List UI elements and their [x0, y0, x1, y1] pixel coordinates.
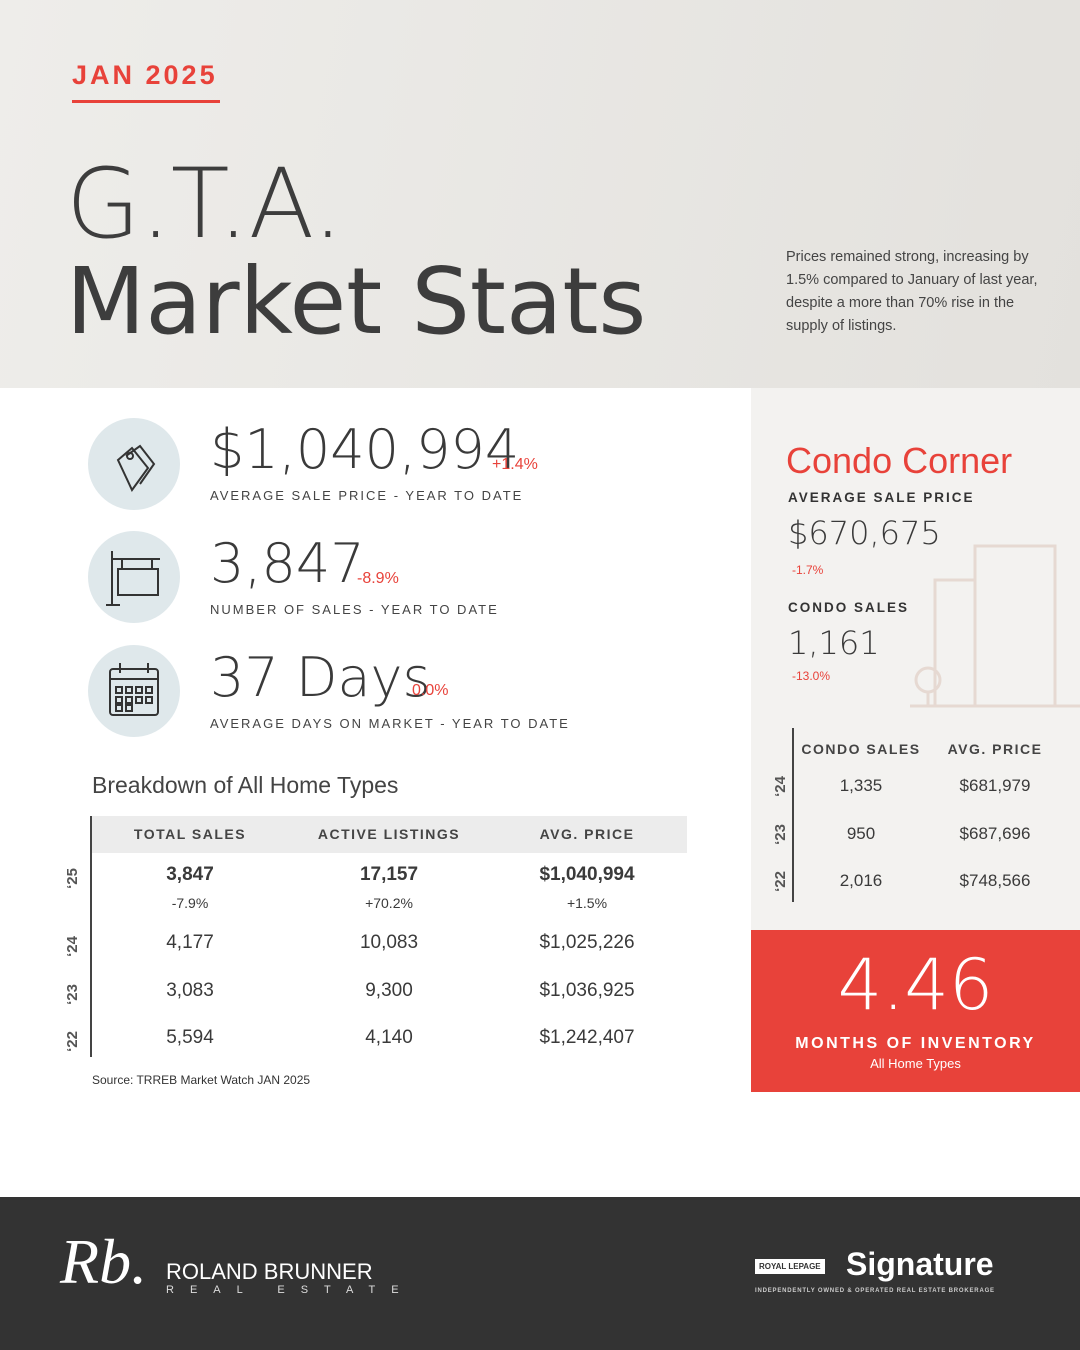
table-cell: 1,335 — [839, 776, 883, 795]
stat-value: 3,847 — [210, 532, 365, 595]
table-cell: $681,979 — [959, 776, 1031, 795]
building-illustration — [910, 544, 1080, 708]
table-cell: $1,036,925 — [539, 980, 635, 1001]
condo-bg — [751, 388, 1080, 930]
column-header: CONDO SALES — [801, 741, 921, 757]
brand-name: ROLAND BRUNNER — [166, 1259, 373, 1284]
condo-title: Condo Corner — [786, 440, 1013, 481]
table-cell: 2,016 — [839, 871, 883, 890]
stat-change: -8.9% — [357, 570, 399, 587]
table-change: +1.5% — [566, 895, 608, 911]
table-cell: 4,177 — [166, 932, 214, 953]
condo-label: CONDO SALES — [788, 600, 910, 615]
column-header: AVG. PRICE — [947, 741, 1043, 757]
date: JAN 2025 — [72, 60, 218, 90]
table-cell: $1,242,407 — [539, 1027, 635, 1048]
table-change: +70.2% — [365, 895, 413, 911]
source: Source: TRREB Market Watch JAN 2025 — [92, 1073, 311, 1087]
condo-change: -1.7% — [792, 563, 824, 577]
table-cell: 3,847 — [166, 864, 214, 885]
stat-value: 37 Days — [210, 646, 431, 709]
stat-label: NUMBER OF SALES - YEAR TO DATE — [210, 602, 499, 617]
icon-svg — [116, 444, 156, 492]
table-cell: $748,566 — [959, 871, 1031, 890]
days-icon — [88, 645, 180, 737]
row-year: ‘25 — [63, 868, 81, 889]
condo-change: -13.0% — [792, 669, 831, 683]
partner-badge: ROYAL LEPAGE — [755, 1259, 825, 1274]
table-rule — [90, 816, 92, 1057]
price-icon — [88, 418, 180, 510]
stat-value: $1,040,994 — [210, 418, 520, 481]
sales-icon — [88, 531, 180, 623]
icon-svg — [106, 551, 160, 606]
inventory-value: 4.46 — [837, 944, 994, 1026]
partner-tagline: INDEPENDENTLY OWNED & OPERATED REAL ESTA… — [755, 1288, 995, 1294]
table-cell: 10,083 — [359, 932, 419, 953]
icon-svg — [109, 663, 159, 716]
column-header: ACTIVE LISTINGS — [317, 826, 461, 842]
condo-label: AVERAGE SALE PRICE — [788, 490, 975, 505]
partner-name: Signature — [846, 1246, 994, 1282]
table-header-bg — [92, 816, 687, 853]
breakdown-title: Breakdown of All Home Types — [92, 772, 399, 798]
column-header: AVG. PRICE — [539, 826, 635, 842]
condo-price: $670,675 — [788, 514, 941, 552]
footer — [0, 1197, 1080, 1350]
stat-label: AVERAGE DAYS ON MARKET - YEAR TO DATE — [210, 716, 570, 731]
table-cell: 17,157 — [359, 864, 419, 885]
inventory-box — [751, 930, 1080, 1092]
condo-rule — [792, 728, 794, 902]
table-cell: 9,300 — [365, 980, 413, 1001]
table-cell: $1,025,226 — [539, 932, 635, 953]
date-underline — [72, 100, 220, 103]
title-line1: G.T.A. — [66, 148, 344, 260]
logo-initials: Rb. — [60, 1226, 148, 1297]
stat-change: 0.0% — [412, 682, 449, 699]
table-cell: 4,140 — [365, 1027, 413, 1048]
column-header: TOTAL SALES — [133, 826, 247, 842]
stat-label: AVERAGE SALE PRICE - YEAR TO DATE — [210, 488, 524, 503]
inventory-sublabel: All Home Types — [870, 1056, 961, 1071]
table-cell: 950 — [846, 824, 876, 843]
header-bg — [0, 0, 1080, 388]
table-cell: 3,083 — [166, 980, 214, 1001]
table-cell: $687,696 — [959, 824, 1031, 843]
brand-sub: REAL ESTATE — [166, 1284, 415, 1296]
table-change: -7.9% — [171, 895, 209, 911]
row-year: ‘24 — [63, 936, 81, 957]
table-cell: 5,594 — [166, 1027, 214, 1048]
row-year: ‘23 — [63, 984, 81, 1005]
summary: Prices remained strong, increasing by 1.… — [786, 249, 1038, 334]
title-line2: Market Stats — [66, 248, 647, 355]
table-cell: $1,040,994 — [539, 864, 635, 885]
stat-change: +1.4% — [492, 456, 538, 473]
condo-sales: 1,161 — [788, 624, 880, 662]
row-year: ‘22 — [63, 1031, 81, 1052]
inventory-label: MONTHS OF INVENTORY — [795, 1035, 1036, 1052]
